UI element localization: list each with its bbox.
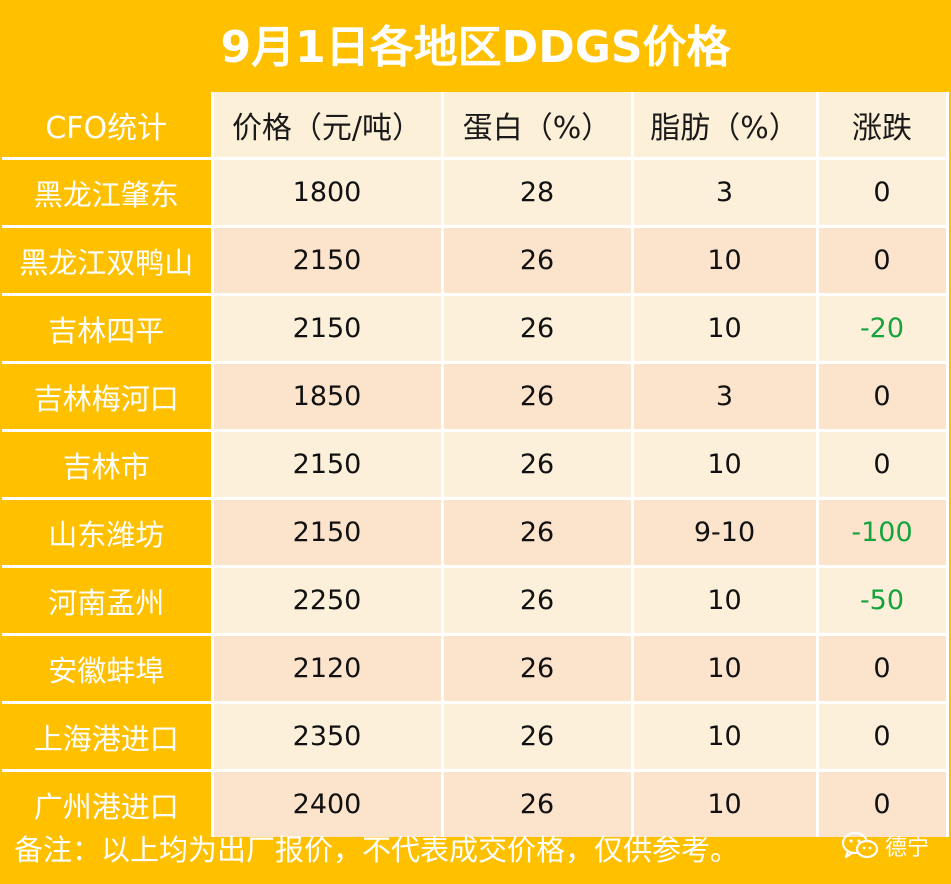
region-cell: 安徽蚌埠 [2, 634, 214, 704]
table-row: 广州港进口 2400 26 10 0 [2, 770, 949, 837]
fat-cell: 3 [632, 158, 819, 228]
region-cell: 黑龙江双鸭山 [2, 226, 214, 296]
protein-cell: 26 [442, 498, 634, 568]
price-cell: 1850 [212, 362, 444, 432]
protein-cell: 26 [442, 770, 634, 837]
fat-cell: 9-10 [632, 498, 819, 568]
header-protein: 蛋白（%） [442, 92, 634, 160]
table-row: 黑龙江肇东 1800 28 3 0 [2, 158, 949, 228]
table-row: 河南孟州 2250 26 10 -50 [2, 566, 949, 636]
region-cell: 吉林梅河口 [2, 362, 214, 432]
region-cell: 黑龙江肇东 [2, 158, 214, 228]
change-cell: -20 [817, 294, 949, 364]
header-source: CFO统计 [2, 92, 214, 160]
table-row: 上海港进口 2350 26 10 0 [2, 702, 949, 772]
price-cell: 2400 [212, 770, 444, 837]
change-cell: 0 [817, 770, 949, 837]
protein-cell: 26 [442, 362, 634, 432]
fat-cell: 10 [632, 566, 819, 636]
table-row: 吉林四平 2150 26 10 -20 [2, 294, 949, 364]
price-cell: 2350 [212, 702, 444, 772]
fat-cell: 3 [632, 362, 819, 432]
change-cell: -50 [817, 566, 949, 636]
table-row: 吉林市 2150 26 10 0 [2, 430, 949, 500]
region-cell: 山东潍坊 [2, 498, 214, 568]
price-cell: 1800 [212, 158, 444, 228]
table-title: 9月1日各地区DDGS价格 [220, 22, 731, 73]
fat-cell: 10 [632, 634, 819, 704]
table-header-row: CFO统计 价格（元/吨） 蛋白（%） 脂肪（%） 涨跌 [2, 92, 949, 160]
brand-watermark: 德宁 [841, 826, 929, 866]
region-cell: 吉林市 [2, 430, 214, 500]
fat-cell: 10 [632, 770, 819, 837]
change-cell: -100 [817, 498, 949, 568]
change-cell: 0 [817, 702, 949, 772]
table-row: 安徽蚌埠 2120 26 10 0 [2, 634, 949, 704]
change-cell: 0 [817, 634, 949, 704]
header-fat: 脂肪（%） [632, 92, 819, 160]
protein-cell: 26 [442, 226, 634, 296]
change-cell: 0 [817, 362, 949, 432]
region-cell: 吉林四平 [2, 294, 214, 364]
price-cell: 2150 [212, 430, 444, 500]
wechat-icon [841, 831, 879, 859]
region-cell: 上海港进口 [2, 702, 214, 772]
fat-cell: 10 [632, 430, 819, 500]
price-cell: 2150 [212, 498, 444, 568]
protein-cell: 26 [442, 702, 634, 772]
fat-cell: 10 [632, 226, 819, 296]
change-cell: 0 [817, 430, 949, 500]
header-price: 价格（元/吨） [212, 92, 444, 160]
price-cell: 2250 [212, 566, 444, 636]
ddgs-price-table: CFO统计 价格（元/吨） 蛋白（%） 脂肪（%） 涨跌 黑龙江肇东 1800 28… [2, 92, 949, 837]
table-row: 黑龙江双鸭山 2150 26 10 0 [2, 226, 949, 296]
table-row: 吉林梅河口 1850 26 3 0 [2, 362, 949, 432]
protein-cell: 26 [442, 566, 634, 636]
header-change: 涨跌 [817, 92, 949, 160]
price-cell: 2120 [212, 634, 444, 704]
brand-name: 德宁 [884, 836, 929, 861]
price-cell: 2150 [212, 226, 444, 296]
footnote: 备注：以上均为出厂报价，不代表成交价格，仅供参考。 [14, 833, 740, 867]
fat-cell: 10 [632, 294, 819, 364]
region-cell: 广州港进口 [2, 770, 214, 837]
fat-cell: 10 [632, 702, 819, 772]
change-cell: 0 [817, 158, 949, 228]
region-cell: 河南孟州 [2, 566, 214, 636]
change-cell: 0 [817, 226, 949, 296]
protein-cell: 26 [442, 634, 634, 704]
protein-cell: 26 [442, 430, 634, 500]
protein-cell: 28 [442, 158, 634, 228]
price-cell: 2150 [212, 294, 444, 364]
protein-cell: 26 [442, 294, 634, 364]
table-row: 山东潍坊 2150 26 9-10 -100 [2, 498, 949, 568]
